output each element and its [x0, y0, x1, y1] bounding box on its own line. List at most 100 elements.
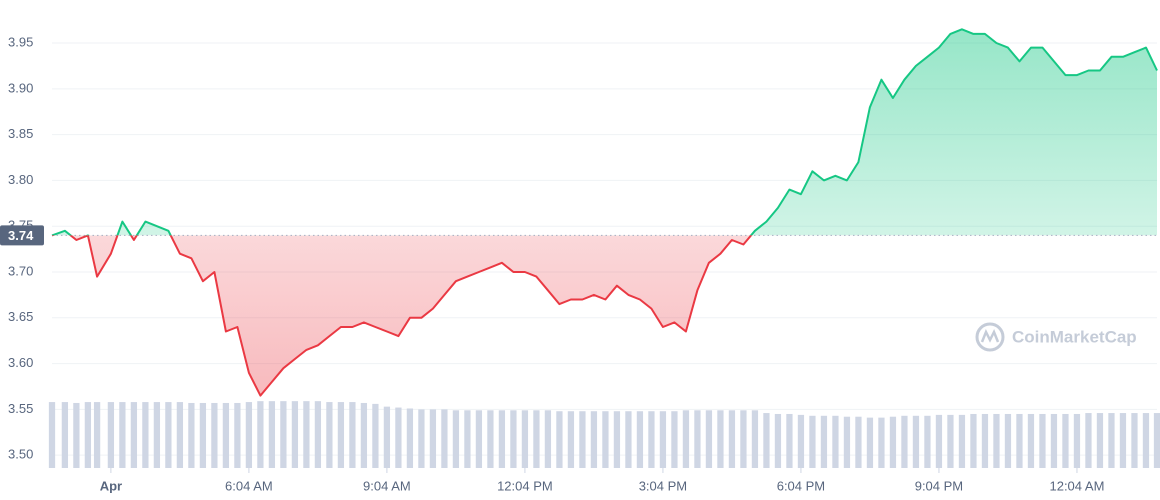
volume-bar — [176, 402, 184, 468]
volume-bar — [820, 415, 828, 468]
volume-bar — [1004, 413, 1012, 468]
volume-bar — [947, 414, 954, 468]
volume-bar — [257, 401, 264, 468]
x-tick-label: 9:04 AM — [363, 478, 411, 493]
volume-bar — [464, 410, 471, 468]
volume-bar — [73, 402, 80, 468]
volume-bar — [866, 417, 874, 468]
volume-bar — [153, 402, 161, 468]
volume-bar — [1050, 413, 1058, 468]
volume-bar — [1119, 413, 1127, 468]
y-tick-label: 3.80 — [8, 172, 33, 187]
volume-bar — [567, 411, 575, 468]
volume-bar — [107, 402, 115, 468]
volume-bar — [763, 413, 770, 468]
volume-bar — [636, 411, 644, 468]
watermark-text: CoinMarketCap — [1012, 327, 1137, 346]
volume-bar — [452, 410, 460, 468]
volume-bar — [487, 410, 494, 468]
volume-bar — [1039, 413, 1046, 468]
volume-bar — [751, 410, 759, 468]
volume-bar — [832, 415, 839, 468]
volume-bar — [406, 408, 414, 468]
x-tick-label: 12:04 PM — [497, 478, 553, 493]
volume-bar — [912, 415, 920, 468]
volume-bar — [326, 402, 333, 468]
volume-bar — [544, 410, 552, 468]
volume-bar — [797, 414, 805, 468]
volume-bar — [245, 402, 253, 468]
volume-bar — [418, 409, 425, 468]
volume-bar — [510, 410, 517, 468]
x-tick-label: 9:04 PM — [915, 478, 963, 493]
volume-bar — [1131, 413, 1138, 468]
volume-bar — [498, 410, 506, 468]
volume-bar — [625, 411, 632, 468]
volume-bar — [590, 411, 598, 468]
volume-bar — [1142, 413, 1150, 468]
volume-bar — [222, 402, 230, 468]
y-tick-label: 3.85 — [8, 126, 33, 141]
volume-bar — [337, 402, 345, 468]
volume-bar — [924, 415, 931, 468]
volume-bar — [303, 401, 310, 468]
volume-bar — [533, 410, 540, 468]
volume-bar — [705, 410, 713, 468]
volume-bar — [602, 411, 609, 468]
volume-bar — [521, 410, 529, 468]
baseline-label: 3.74 — [8, 228, 34, 243]
volume-bar — [441, 409, 448, 468]
y-tick-label: 3.55 — [8, 401, 33, 416]
volume-bar — [717, 410, 724, 468]
y-tick-label: 3.90 — [8, 80, 33, 95]
volume-bar — [659, 411, 667, 468]
watermark: CoinMarketCap — [975, 322, 1137, 352]
x-tick-label: Apr — [100, 478, 122, 493]
volume-bar — [648, 411, 655, 468]
volume-bar — [981, 413, 989, 468]
volume-bar — [1085, 413, 1092, 468]
volume-bar — [268, 401, 276, 468]
volume-bar — [84, 402, 92, 468]
volume-bar — [211, 402, 218, 468]
volume-bar — [142, 402, 149, 468]
baseline-label-box — [0, 225, 44, 246]
y-tick-label: 3.65 — [8, 309, 33, 324]
volume-bar — [579, 411, 586, 468]
volume-bar — [1027, 413, 1035, 468]
volume-bar — [372, 403, 379, 468]
volume-bar — [993, 413, 1000, 468]
volume-bar — [119, 402, 126, 468]
volume-bar — [383, 406, 391, 468]
area-down — [52, 235, 1157, 396]
volume-bar — [429, 409, 437, 468]
volume-bar — [234, 402, 241, 468]
volume-bar — [694, 410, 701, 468]
price-line-up — [51, 28, 1158, 236]
volume-bar — [878, 417, 885, 468]
volume-bar — [1073, 413, 1081, 468]
volume-bar — [901, 415, 908, 468]
volume-bar — [958, 414, 966, 468]
volume-bar — [774, 413, 782, 468]
volume-bar — [613, 411, 621, 468]
volume-bar — [280, 401, 287, 468]
volume-bar — [935, 414, 943, 468]
volume-bar — [291, 401, 299, 468]
y-tick-label: 3.95 — [8, 34, 33, 49]
volume-bar — [1108, 413, 1115, 468]
x-tick-label: 3:04 PM — [639, 478, 687, 493]
volume-bar — [314, 401, 322, 468]
volume-bar — [130, 402, 138, 468]
volume-bar — [682, 410, 690, 468]
volume-bar — [728, 410, 736, 468]
x-tick-label: 6:04 AM — [225, 478, 273, 493]
volume-bar — [1062, 413, 1069, 468]
volume-bar — [349, 402, 356, 468]
volume-bar — [61, 402, 69, 468]
volume-bar — [165, 402, 172, 468]
volume-bar — [740, 410, 747, 468]
volume-bar — [843, 416, 851, 468]
volume-bar — [889, 416, 897, 468]
volume-bar — [1096, 413, 1104, 468]
